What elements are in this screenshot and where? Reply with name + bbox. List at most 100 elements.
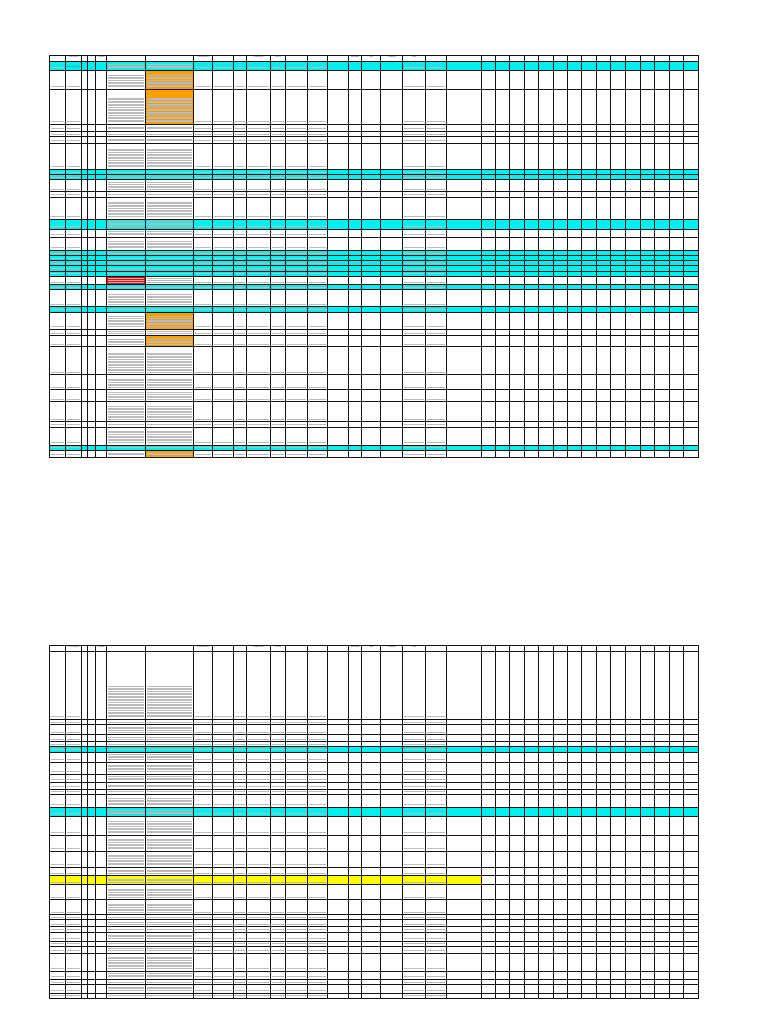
cell[interactable] — [270, 866, 286, 877]
cell[interactable] — [625, 793, 641, 808]
cell[interactable] — [270, 815, 286, 836]
cell[interactable] — [509, 793, 525, 808]
cell[interactable] — [567, 793, 582, 808]
cell[interactable] — [669, 899, 684, 916]
cell[interactable] — [683, 926, 699, 933]
cell[interactable] — [65, 734, 82, 743]
cell[interactable] — [425, 984, 447, 994]
cell[interactable] — [327, 724, 349, 736]
cell[interactable] — [654, 793, 670, 808]
cell[interactable] — [212, 866, 234, 877]
cell[interactable] — [193, 815, 213, 836]
cell[interactable] — [683, 781, 699, 790]
cell[interactable] — [193, 992, 213, 999]
cell[interactable] — [233, 815, 247, 836]
cell[interactable] — [95, 734, 107, 743]
cell[interactable] — [402, 815, 426, 836]
cell[interactable] — [654, 850, 670, 868]
cell[interactable] — [285, 815, 308, 836]
cell[interactable] — [509, 931, 525, 942]
cell[interactable] — [193, 931, 213, 942]
cell[interactable] — [49, 651, 66, 720]
cell[interactable] — [380, 815, 403, 836]
cell[interactable] — [327, 952, 349, 972]
cell[interactable] — [49, 875, 66, 886]
cell[interactable] — [87, 751, 96, 763]
cell[interactable] — [95, 751, 107, 763]
cell[interactable] — [87, 781, 96, 790]
cell[interactable] — [95, 651, 107, 720]
cell[interactable] — [481, 773, 496, 783]
cell[interactable] — [193, 724, 213, 736]
cell[interactable] — [683, 306, 699, 313]
cell[interactable] — [212, 651, 234, 720]
cell[interactable] — [567, 899, 582, 916]
cell[interactable] — [106, 311, 146, 330]
cell[interactable] — [654, 952, 670, 972]
cell[interactable] — [348, 806, 362, 817]
cell[interactable] — [610, 952, 626, 972]
cell[interactable] — [640, 806, 655, 817]
cell[interactable] — [361, 806, 381, 817]
cell[interactable] — [481, 834, 496, 852]
cell[interactable] — [610, 945, 626, 954]
cell[interactable] — [654, 815, 670, 836]
cell[interactable] — [538, 793, 554, 808]
cell[interactable] — [361, 734, 381, 743]
cell[interactable] — [95, 884, 107, 901]
cell[interactable] — [212, 806, 234, 817]
cell[interactable] — [49, 850, 66, 868]
cell[interactable] — [361, 884, 381, 901]
cell[interactable] — [233, 781, 247, 790]
cell[interactable] — [495, 724, 510, 736]
cell[interactable] — [285, 781, 308, 790]
cell[interactable] — [380, 773, 403, 783]
cell[interactable] — [212, 984, 234, 994]
cell[interactable] — [481, 931, 496, 942]
cell[interactable] — [524, 781, 539, 790]
cell[interactable] — [610, 651, 626, 720]
cell[interactable] — [553, 724, 568, 736]
cell[interactable] — [425, 866, 447, 877]
cell[interactable] — [233, 866, 247, 877]
cell[interactable] — [402, 992, 426, 999]
cell[interactable] — [270, 984, 286, 994]
cell[interactable] — [495, 884, 510, 901]
cell[interactable] — [193, 751, 213, 763]
cell[interactable] — [307, 945, 328, 954]
cell[interactable] — [212, 970, 234, 981]
cell[interactable] — [481, 970, 496, 981]
cell[interactable] — [246, 850, 271, 868]
cell[interactable] — [538, 984, 554, 994]
cell[interactable] — [581, 970, 597, 981]
cell[interactable] — [307, 761, 328, 775]
cell[interactable] — [49, 773, 66, 783]
cell[interactable] — [425, 945, 447, 954]
cell[interactable] — [380, 875, 403, 886]
cell[interactable] — [654, 945, 670, 954]
cell[interactable] — [145, 389, 194, 403]
cell[interactable] — [87, 773, 96, 783]
cell[interactable] — [596, 850, 611, 868]
cell[interactable] — [361, 724, 381, 736]
cell[interactable] — [495, 834, 510, 852]
cell[interactable] — [596, 931, 611, 942]
cell[interactable] — [106, 970, 146, 981]
cell[interactable] — [509, 781, 525, 790]
cell[interactable] — [233, 919, 247, 928]
cell[interactable] — [553, 834, 568, 852]
cell[interactable] — [446, 724, 482, 736]
cell[interactable] — [610, 866, 626, 877]
cell[interactable] — [49, 734, 66, 743]
cell[interactable] — [524, 651, 539, 720]
cell[interactable] — [402, 834, 426, 852]
cell[interactable] — [425, 734, 447, 743]
cell[interactable] — [538, 992, 554, 999]
cell[interactable] — [567, 761, 582, 775]
cell[interactable] — [625, 866, 641, 877]
cell[interactable] — [233, 734, 247, 743]
cell[interactable] — [596, 815, 611, 836]
cell[interactable] — [246, 952, 271, 972]
cell[interactable] — [481, 952, 496, 972]
cell[interactable] — [654, 834, 670, 852]
